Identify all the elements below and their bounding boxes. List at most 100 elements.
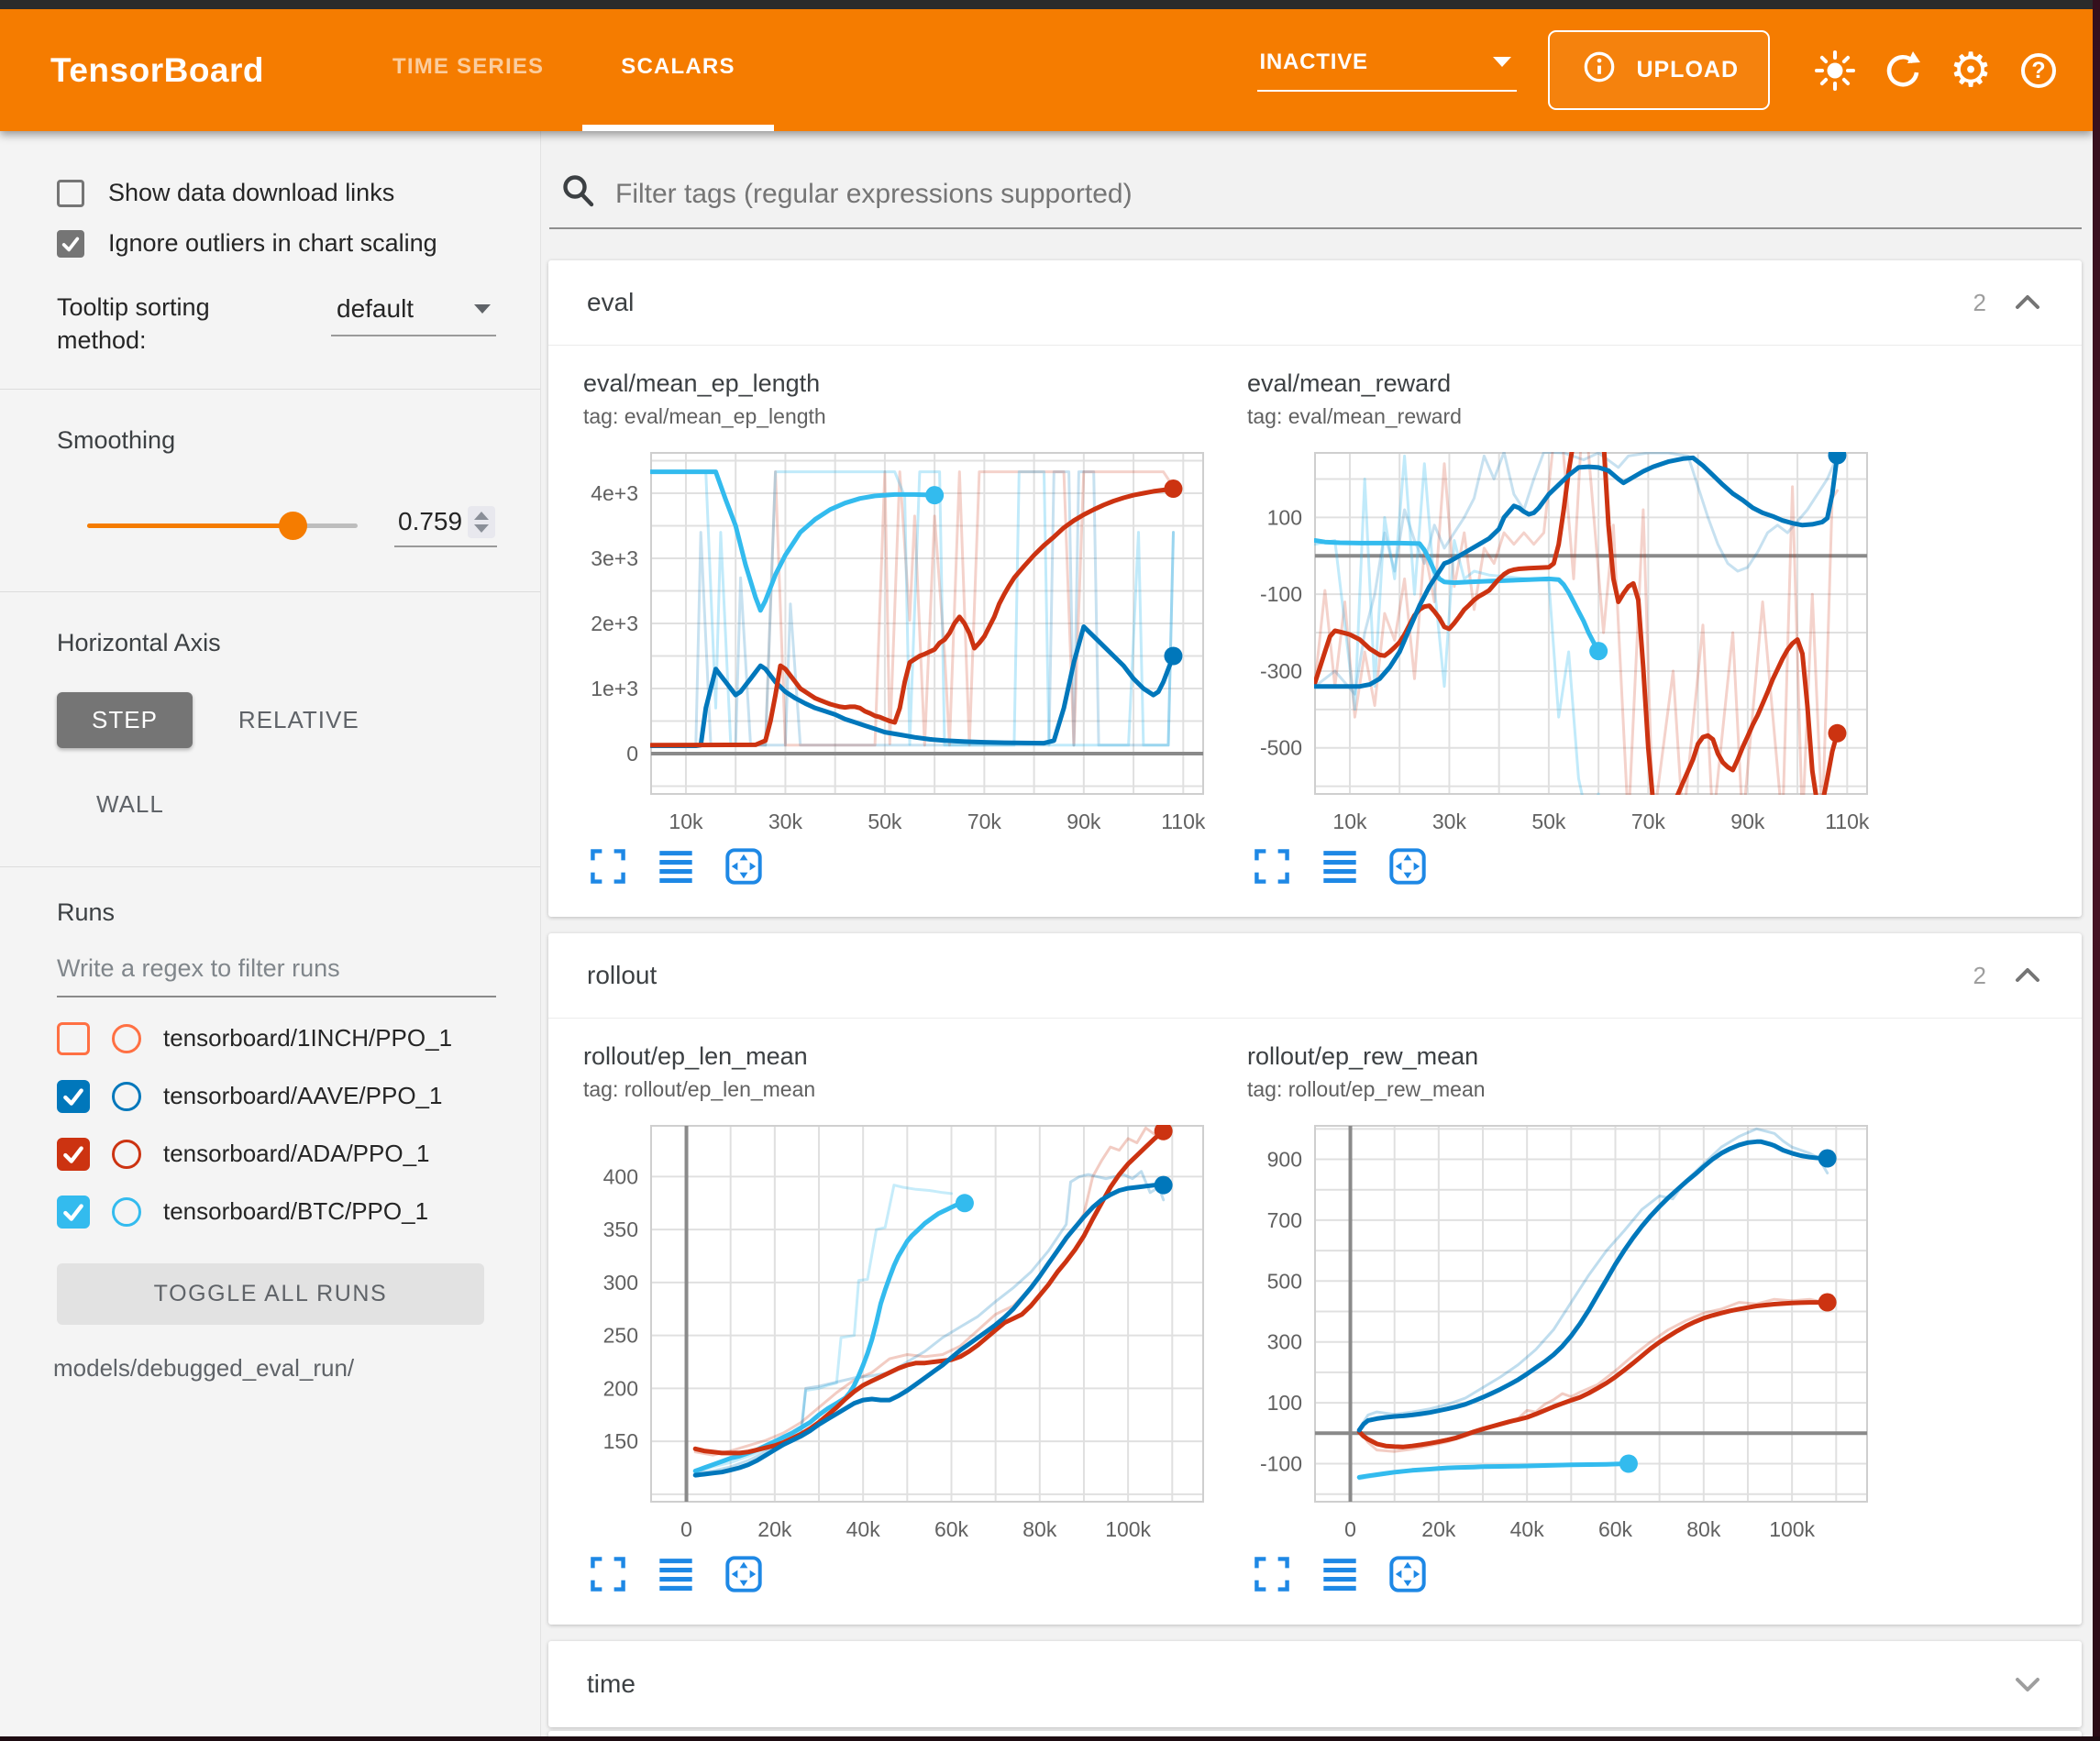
settings-sidebar: Show data download links Ignore outliers… (0, 131, 541, 1736)
sidebar-divider (0, 591, 540, 592)
svg-text:100k: 100k (1105, 1517, 1151, 1541)
fit-domain-icon[interactable] (724, 847, 763, 886)
smoothing-value: 0.759 (398, 507, 462, 536)
expand-corners-icon[interactable] (1253, 1555, 1291, 1593)
run-name: tensorboard/ADA/PPO_1 (163, 1140, 430, 1168)
brightness-icon[interactable] (1812, 48, 1858, 94)
svg-text:70k: 70k (967, 810, 1002, 833)
chart-eval-mean-reward: eval/mean_reward tag: eval/mean_reward 1… (1247, 369, 1889, 886)
section-title: eval (587, 288, 1973, 317)
run-checkbox[interactable] (57, 1022, 90, 1055)
section-header-eval[interactable]: eval 2 (548, 260, 2082, 346)
line-chart[interactable]: 020k40k60k80k100k150200250300350400 (583, 1117, 1216, 1548)
svg-text:-500: -500 (1260, 736, 1302, 760)
run-row-btc: tensorboard/BTC/PPO_1 (57, 1196, 540, 1229)
section-card-eval: eval 2 eval/mean_ep_length tag: eval/mea… (548, 260, 2082, 917)
svg-text:0: 0 (626, 742, 638, 766)
status-dropdown-value: INACTIVE (1259, 50, 1367, 75)
line-chart[interactable]: 020k40k60k80k100k-100100300500700900 (1247, 1117, 1880, 1548)
axis-step-button[interactable]: STEP (57, 692, 193, 748)
chart-eval-mean-ep-length: eval/mean_ep_length tag: eval/mean_ep_le… (583, 369, 1225, 886)
expand-corners-icon[interactable] (1253, 847, 1291, 886)
upload-button[interactable]: UPLOAD (1548, 30, 1770, 110)
filter-tags-input[interactable]: Filter tags (regular expressions support… (615, 179, 1133, 210)
refresh-icon[interactable] (1880, 48, 1926, 94)
tab-scalars[interactable]: SCALARS (582, 9, 773, 131)
run-color-swatch[interactable] (112, 1197, 141, 1227)
svg-text:110k: 110k (1161, 810, 1206, 833)
run-checkbox[interactable] (57, 1138, 90, 1171)
stacked-lines-icon[interactable] (657, 1555, 695, 1593)
line-chart[interactable]: 10k30k50k70k90k110k100-100-300-500 (1247, 444, 1880, 840)
section-header-time[interactable]: time (548, 1641, 2082, 1727)
scalars-dashboard: Filter tags (regular expressions support… (542, 131, 2093, 1736)
axis-wall-button[interactable]: WALL (96, 790, 164, 819)
stepper-up-icon[interactable] (474, 512, 489, 520)
run-color-swatch[interactable] (112, 1082, 141, 1111)
svg-text:90k: 90k (1067, 810, 1101, 833)
line-chart[interactable]: 10k30k50k70k90k110k01e+32e+33e+34e+3 (583, 444, 1216, 840)
app-header: TensorBoard TIME SERIES SCALARS INACTIVE… (0, 9, 2093, 131)
svg-text:20k: 20k (1421, 1517, 1456, 1541)
chevron-up-icon[interactable] (2012, 964, 2043, 986)
svg-text:50k: 50k (1531, 810, 1566, 833)
chevron-down-icon[interactable] (2012, 1673, 2043, 1695)
ignore-outliers-checkbox[interactable] (57, 230, 84, 258)
runs-label: Runs (57, 898, 540, 927)
section-header-rollout[interactable]: rollout 2 (548, 933, 2082, 1019)
svg-text:20k: 20k (757, 1517, 792, 1541)
expand-corners-icon[interactable] (589, 847, 627, 886)
window-top-edge (0, 0, 2100, 9)
smoothing-stepper[interactable] (468, 506, 495, 538)
svg-text:60k: 60k (934, 1517, 969, 1541)
svg-text:4e+3: 4e+3 (591, 481, 638, 505)
svg-text:300: 300 (1267, 1330, 1302, 1354)
smoothing-label: Smoothing (57, 426, 540, 455)
svg-text:30k: 30k (768, 810, 803, 833)
stacked-lines-icon[interactable] (1321, 1555, 1359, 1593)
show-download-links-checkbox[interactable] (57, 180, 84, 207)
header-tabs: TIME SERIES SCALARS (354, 9, 774, 131)
help-icon[interactable]: ? (2016, 48, 2061, 94)
svg-text:100: 100 (1267, 505, 1302, 529)
settings-gear-icon[interactable]: ⚙ (1948, 48, 1994, 94)
svg-text:40k: 40k (846, 1517, 881, 1541)
fit-domain-icon[interactable] (724, 1555, 763, 1593)
axis-relative-button[interactable]: RELATIVE (238, 706, 359, 734)
run-name: tensorboard/AAVE/PPO_1 (163, 1082, 442, 1110)
stacked-lines-icon[interactable] (1321, 847, 1359, 886)
fit-domain-icon[interactable] (1388, 1555, 1427, 1593)
run-checkbox[interactable] (57, 1080, 90, 1113)
toggle-all-runs-button[interactable]: TOGGLE ALL RUNS (57, 1263, 484, 1325)
run-color-swatch[interactable] (112, 1140, 141, 1169)
section-card-rollout: rollout 2 rollout/ep_len_mean tag: rollo… (548, 933, 2082, 1625)
smoothing-slider-thumb[interactable] (279, 512, 307, 540)
svg-text:80k: 80k (1022, 1517, 1057, 1541)
tooltip-sorting-select[interactable]: default (331, 291, 496, 336)
chart-tag: tag: rollout/ep_len_mean (583, 1077, 1225, 1102)
svg-text:2e+3: 2e+3 (591, 612, 638, 635)
run-row-aave: tensorboard/AAVE/PPO_1 (57, 1080, 540, 1113)
runs-filter-input[interactable]: Write a regex to filter runs (57, 954, 496, 997)
chart-rollout-ep-rew-mean: rollout/ep_rew_mean tag: rollout/ep_rew_… (1247, 1042, 1889, 1593)
chart-title: rollout/ep_rew_mean (1247, 1042, 1889, 1071)
smoothing-value-field[interactable]: 0.759 (394, 504, 497, 547)
stacked-lines-icon[interactable] (657, 847, 695, 886)
expand-corners-icon[interactable] (589, 1555, 627, 1593)
chevron-up-icon[interactable] (2012, 292, 2043, 314)
show-download-links-label: Show data download links (108, 179, 394, 207)
svg-text:500: 500 (1267, 1269, 1302, 1293)
status-dropdown[interactable]: INACTIVE (1257, 50, 1517, 92)
svg-text:300: 300 (603, 1271, 638, 1295)
fit-domain-icon[interactable] (1388, 847, 1427, 886)
dropdown-arrow-icon (1493, 57, 1511, 67)
svg-text:50k: 50k (868, 810, 902, 833)
stepper-down-icon[interactable] (474, 524, 489, 533)
section-count: 2 (1973, 289, 1986, 317)
tab-time-series[interactable]: TIME SERIES (354, 9, 582, 131)
section-count: 2 (1973, 962, 1986, 990)
run-color-swatch[interactable] (112, 1024, 141, 1053)
run-checkbox[interactable] (57, 1196, 90, 1229)
chart-title: eval/mean_reward (1247, 369, 1889, 398)
smoothing-slider[interactable] (87, 523, 358, 528)
